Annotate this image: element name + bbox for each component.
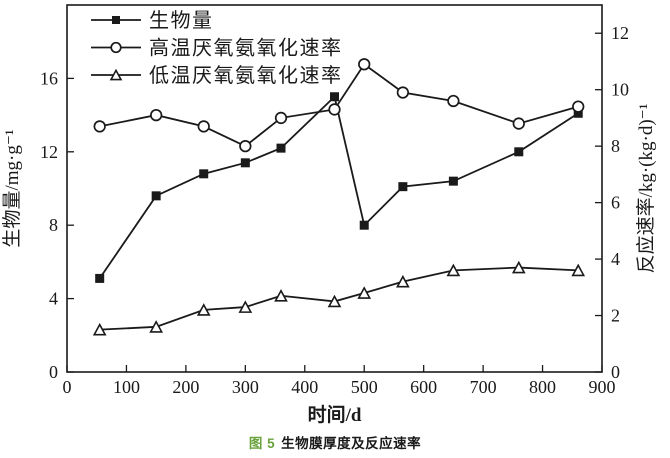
biomass-marker-icon [330,92,339,102]
low-temp-anammox-rate-marker-icon [238,300,253,313]
biomass-marker-icon [398,182,408,192]
y-axis-left-tick-label: 4 [49,289,58,309]
biomass-marker-icon [199,169,209,179]
legend-biomass-marker-icon [112,16,120,24]
high-temp-anammox-rate-marker-icon [197,120,210,133]
low-temp-anammox-rate-marker-icon [396,274,410,288]
plot-frame [66,4,603,373]
x-axis-tick-label: 100 [113,377,140,397]
legend-label: 高温厌氧氨氧化速率 [149,37,343,60]
series-line-low-temp-anammox-rate [99,266,579,331]
low-temp-anammox-rate-marker-icon [571,263,586,277]
low-temp-anammox-rate-marker-icon [446,263,461,277]
legend-item-high-temp-anammox-rate: 高温厌氧氨氧化速率 [91,37,343,60]
high-temp-anammox-rate-marker-icon [93,120,106,133]
biomass-marker-icon [514,147,524,157]
biomass-marker-icon [573,108,583,118]
legend-label: 低温厌氧氨氧化速率 [149,64,343,87]
y-axis-right-tick-label: 2 [611,306,620,326]
y-axis-right-tick-label: 6 [611,193,620,213]
x-axis-tick-label: 0 [63,377,72,397]
low-temp-anammox-rate-marker-icon [196,303,211,316]
biomass-marker-icon [448,176,458,186]
legend-label: 生物量 [149,9,214,32]
low-temp-anammox-rate-marker-icon [274,289,288,302]
legend-item-biomass: 生物量 [91,9,214,32]
x-axis-tick-label: 200 [172,377,199,397]
y-axis-left-tick-label: 16 [40,68,58,88]
y-axis-right-tick-label: 8 [611,136,620,156]
biomass-marker-icon [151,191,161,201]
legend-high-temp-anammox-rate-marker-icon [110,41,122,54]
x-axis-tick-label: 900 [589,377,616,397]
series-markers-biomass [95,92,583,283]
high-temp-anammox-rate-marker-icon [274,111,288,125]
x-axis-tick-label: 400 [291,377,318,397]
high-temp-anammox-rate-marker-icon [396,86,410,99]
high-temp-anammox-rate-marker-icon [512,117,525,130]
figure-caption: 图 5 生物膜厚度及反应速率 [0,432,670,452]
figure-number: 图 5 [248,436,276,451]
biofilm-reaction-rate-chart: 0 100 200 300 400 500 600 700 800 900048121602468… [1,4,657,426]
y-axis-left-title: 生物量/mg·g⁻¹ [1,129,23,247]
high-temp-anammox-rate-marker-icon [447,94,460,108]
y-axis-left-tick-label: 8 [49,215,58,235]
low-temp-anammox-rate-marker-icon [327,294,342,308]
legend-low-temp-anammox-rate-marker-icon [109,68,123,81]
y-axis-right-tick-label: 12 [611,23,629,43]
biomass-marker-icon [359,220,369,230]
high-temp-anammox-rate-marker-icon [328,103,341,116]
y-axis-left-tick-label: 0 [49,362,58,382]
biomass-marker-icon [240,158,250,168]
x-axis-tick-label: 600 [410,377,437,397]
x-axis-tick-label: 800 [529,377,556,397]
low-temp-anammox-rate-marker-icon [149,320,164,333]
x-axis-title: 时间/d [308,404,362,426]
x-axis-tick-label: 700 [470,377,497,397]
series-line-biomass [98,95,579,279]
high-temp-anammox-rate-marker-icon [572,100,585,113]
low-temp-anammox-rate-marker-icon [357,286,372,299]
biomass-marker-icon [95,273,105,283]
legend-item-low-temp-anammox-rate: 低温厌氧氨氧化速率 [91,64,343,87]
y-axis-right-tick-label: 0 [611,362,620,382]
y-axis-right-tick-label: 4 [611,249,620,269]
biomass-marker-icon [276,143,286,153]
high-temp-anammox-rate-marker-icon [150,108,163,122]
y-axis-left-tick-label: 12 [40,142,58,162]
series-markers-low-temp-anammox-rate [92,260,586,336]
y-axis-right-tick-label: 10 [611,80,629,100]
figure-title: 生物膜厚度及反应速率 [281,436,422,451]
high-temp-anammox-rate-marker-icon [239,140,252,153]
x-axis-tick-label: 300 [232,377,259,397]
low-temp-anammox-rate-marker-icon [511,260,526,274]
high-temp-anammox-rate-marker-icon [358,58,371,71]
series-markers-high-temp-anammox-rate [93,58,585,153]
y-axis-right-title: 反应速率/kg·(kg·d)⁻¹ [635,103,657,273]
x-axis-tick-label: 500 [351,377,378,397]
low-temp-anammox-rate-marker-icon [92,322,107,336]
